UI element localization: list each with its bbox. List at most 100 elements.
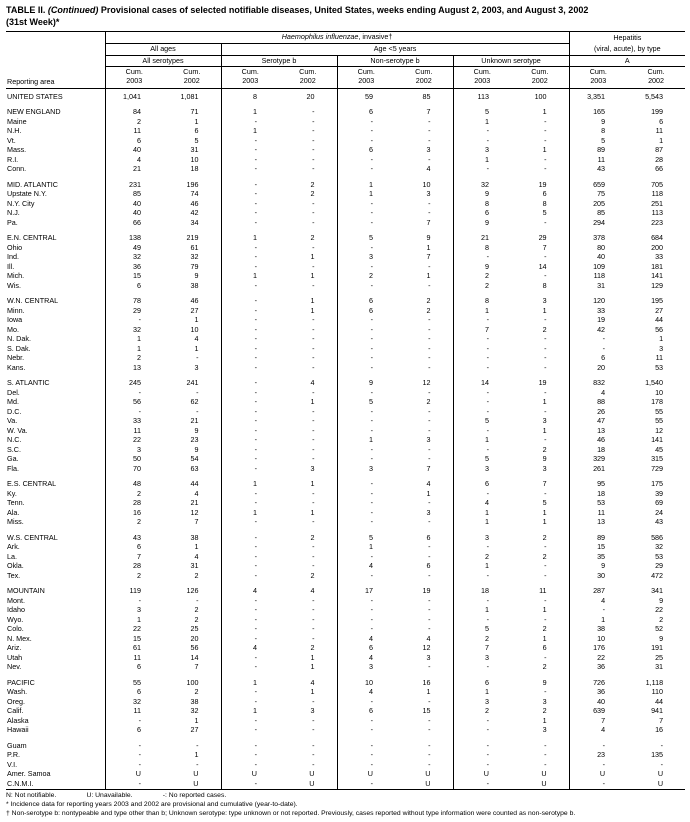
value-cell: 1 — [542, 605, 547, 615]
value-cell: 17 — [336, 580, 395, 596]
reporting-area-cell: Mass. — [7, 145, 27, 155]
value-cell: - — [428, 595, 431, 605]
table-row: Md. 56 62 - 1 5 2 - 1 88 178 — [6, 397, 685, 407]
value-cell: 19 — [422, 586, 431, 596]
value-cell: - — [452, 252, 511, 262]
table-row: Conn. 21 18 - - - 4 - - 43 66 — [6, 164, 685, 174]
value-cell: 4 — [426, 164, 431, 174]
value-cell: 100 — [186, 677, 199, 687]
value-cell: 4 — [336, 633, 395, 644]
value-cell: U — [163, 778, 221, 791]
value-cell: 118 — [568, 271, 628, 281]
value-cell: 21 — [104, 164, 163, 174]
table-row: La. 7 4 - - - - 2 2 35 53 — [6, 551, 685, 562]
table-row: Mont. - - - - - - - - 4 9 — [6, 595, 685, 606]
value-cell: 6 — [336, 101, 395, 117]
value-cell: - — [312, 624, 315, 634]
value-cell: 126 — [186, 586, 199, 596]
value-cell: 2 — [310, 179, 315, 189]
value-cell: U — [220, 769, 279, 779]
value-cell: 4 — [568, 387, 628, 398]
value-cell: 3 — [542, 296, 547, 306]
value-cell: U — [104, 769, 163, 779]
value-cell: 44 — [655, 315, 664, 325]
value-cell: - — [428, 343, 431, 353]
reporting-area-cell: Colo. — [7, 624, 24, 634]
value-cell: - — [104, 406, 163, 417]
value-cell: 1 — [310, 687, 315, 697]
value-cell: U — [541, 769, 547, 779]
value-cell: - — [452, 725, 511, 735]
value-cell: 7 — [426, 217, 431, 227]
value-cell: - — [220, 242, 279, 253]
value-cell: - — [220, 696, 279, 707]
value-cell: - — [312, 280, 315, 290]
value-cell: 3 — [426, 507, 431, 517]
value-cell: - — [196, 353, 199, 363]
value-cell: 165 — [568, 101, 628, 117]
value-cell: - — [220, 315, 279, 325]
value-cell: 6 — [568, 353, 628, 363]
value-cell: - — [428, 624, 431, 634]
table-row: Iowa - 1 - - - - - - 19 44 — [6, 315, 685, 325]
value-cell: 43 — [568, 164, 628, 174]
value-cell: - — [428, 416, 431, 426]
reporting-area-cell: Conn. — [7, 164, 27, 174]
value-cell: - — [452, 488, 511, 499]
value-cell: 2 — [542, 551, 547, 561]
value-cell: 27 — [655, 305, 664, 315]
value-cell: - — [196, 595, 199, 605]
value-cell: 1 — [336, 435, 395, 445]
value-cell: 32 — [190, 706, 199, 716]
value-cell: - — [336, 135, 395, 146]
reporting-area-cell: MOUNTAIN — [7, 586, 45, 596]
value-cell: - — [220, 387, 279, 398]
value-cell: - — [336, 725, 395, 735]
table-row: P.R. - 1 - - - - - - 23 135 — [6, 750, 685, 760]
value-cell: 684 — [651, 233, 664, 243]
table-row: W.N. CENTRAL 78 46 - 1 6 2 8 3 120 195 — [6, 290, 685, 306]
value-cell: 52 — [655, 624, 664, 634]
value-cell: - — [336, 425, 395, 436]
reporting-area-cell: NEW ENGLAND — [7, 107, 61, 117]
value-cell: 1 — [542, 397, 547, 407]
value-cell: 45 — [655, 444, 664, 454]
value-cell: 6 — [104, 542, 163, 552]
value-cell: 3 — [452, 145, 511, 155]
value-cell: 1 — [310, 479, 315, 489]
table-row: Tenn. 28 21 - - - - 4 5 53 69 — [6, 498, 685, 508]
value-cell: 9 — [426, 233, 431, 243]
value-cell: 13 — [568, 425, 628, 436]
value-cell: - — [336, 715, 395, 726]
value-cell: 135 — [651, 750, 664, 760]
value-cell: - — [544, 687, 547, 697]
value-cell: 62 — [190, 397, 199, 407]
value-cell: 38 — [190, 696, 199, 706]
value-cell: 33 — [104, 416, 163, 426]
value-cell: 31 — [190, 561, 199, 571]
reporting-area-cell: D.C. — [7, 406, 22, 416]
value-cell: 4 — [426, 479, 431, 489]
value-cell: 195 — [651, 296, 664, 306]
value-cell: 28 — [104, 498, 163, 508]
table-row: Upstate N.Y. 85 74 - 2 1 3 9 6 75 118 — [6, 189, 685, 199]
value-cell: - — [220, 198, 279, 209]
value-cell: 32 — [104, 324, 163, 335]
value-cell: - — [568, 605, 628, 615]
value-cell: 6 — [452, 671, 511, 688]
value-cell: - — [336, 261, 395, 272]
value-cell: 7 — [542, 479, 547, 489]
table-row: W. Va. 11 9 - - - - - 1 13 12 — [6, 425, 685, 436]
value-cell: - — [220, 173, 279, 190]
value-cell: 7 — [659, 715, 664, 725]
value-cell: 16 — [422, 677, 431, 687]
reporting-area-cell: N.C. — [7, 435, 22, 445]
value-cell: 4 — [568, 725, 628, 735]
value-cell: - — [312, 725, 315, 735]
value-cell: 120 — [568, 290, 628, 306]
value-cell: - — [312, 116, 315, 126]
value-cell: 53 — [655, 362, 664, 372]
value-cell: 729 — [651, 463, 664, 473]
value-cell: 2 — [426, 397, 431, 407]
value-cell: - — [220, 290, 279, 306]
